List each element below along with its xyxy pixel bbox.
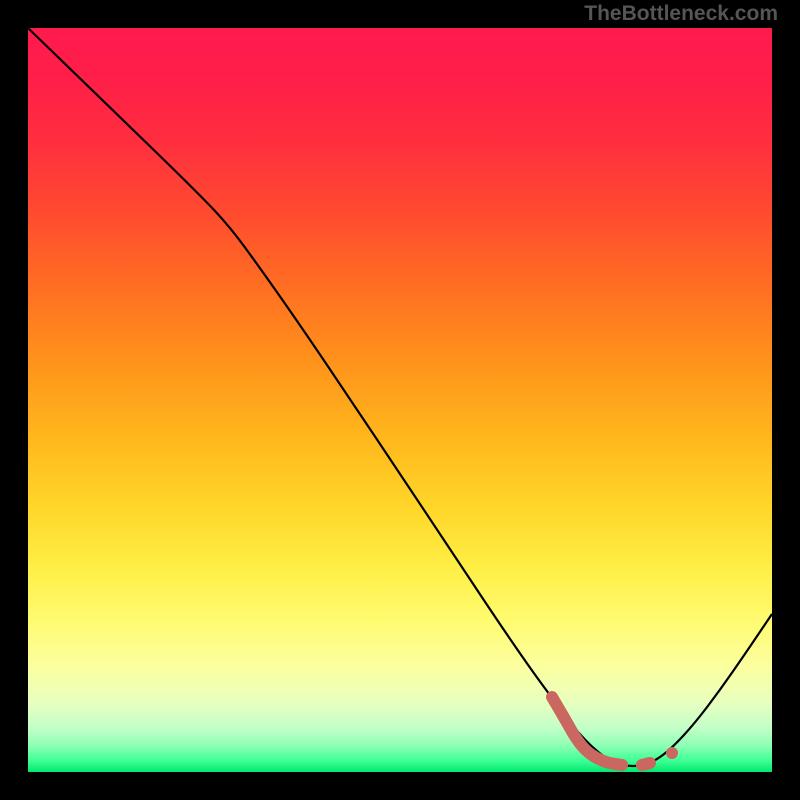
watermark-text: TheBottleneck.com [584,2,778,26]
plot-area [28,28,772,772]
marker-dot [666,747,678,759]
bottleneck-chart [0,0,800,800]
marker-segment [642,763,650,765]
chart-container: TheBottleneck.com [0,0,800,800]
